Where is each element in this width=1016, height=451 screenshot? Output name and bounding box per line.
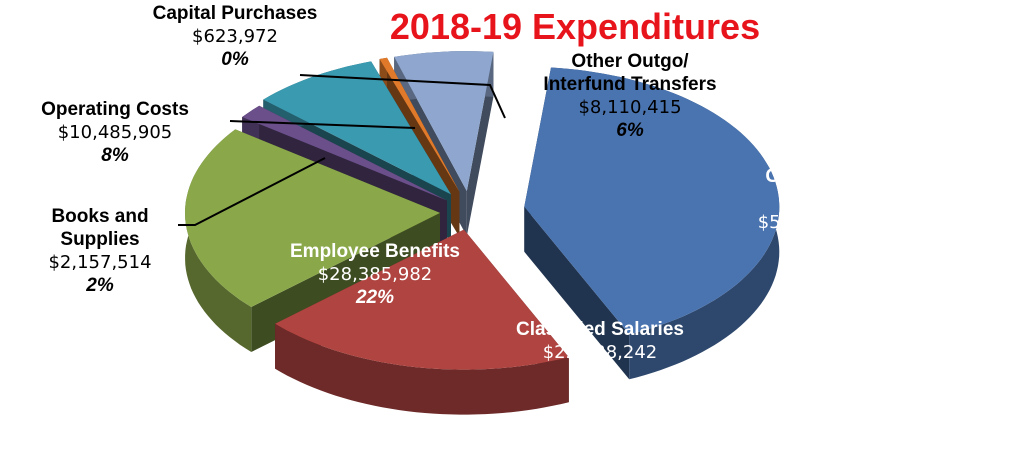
slice: [185, 129, 440, 307]
slice: [524, 67, 780, 335]
category-name: Books and Supplies: [51, 206, 149, 250]
percent-label: 22%: [355, 287, 395, 308]
slice-label: Employee Benefits $28,385,982 22%: [285, 240, 465, 309]
percent-label: 42%: [795, 235, 835, 256]
slice-label: Operating Costs $10,485,905 8%: [0, 98, 230, 167]
percent-label: 0%: [221, 49, 249, 70]
value-label: $28,385,982: [317, 264, 433, 285]
slice-side: [524, 206, 630, 380]
leader-lines: [178, 74, 506, 226]
slice-label: Classified Salaries $25,938,242 20%: [500, 318, 700, 387]
category-name: Employee Benefits: [290, 241, 460, 262]
value-label: $8,110,415: [578, 97, 682, 118]
slice: [263, 61, 451, 195]
slice-side: [466, 51, 494, 237]
leader-line: [299, 74, 506, 119]
slice: [379, 57, 460, 193]
slice-label: Other Outgo/ Interfund Transfers $8,110,4…: [540, 50, 720, 142]
value-label: $25,938,242: [542, 342, 658, 363]
category-name: Capital Purchases: [152, 3, 318, 24]
chart-title: 2018-19 Expenditures: [389, 6, 761, 47]
percent-label: 8%: [101, 145, 129, 166]
slice-label: Capital Purchases $623,972 0%: [150, 2, 320, 71]
value-label: $53,886,301: [757, 212, 873, 233]
slice-side: [275, 323, 569, 415]
category-name: Certficated Salaries: [765, 166, 865, 210]
value-label: $623,972: [192, 26, 278, 47]
value-label: $10,485,905: [57, 122, 173, 143]
value-label: $2,157,514: [48, 252, 152, 273]
slice: [242, 105, 447, 201]
category-name: Operating Costs: [41, 99, 189, 120]
category-name: Classified Salaries: [516, 319, 684, 340]
category-name: Other Outgo/ Interfund Transfers: [543, 51, 717, 95]
leader-line: [229, 120, 416, 129]
percent-label: 20%: [580, 365, 620, 386]
percent-label: 6%: [616, 120, 644, 141]
slice: [394, 51, 494, 192]
slice-label: Books and Supplies $2,157,514 2%: [20, 205, 180, 297]
slice: [275, 229, 569, 370]
slice-label: Certficated Salaries $53,886,301 42%: [735, 165, 895, 257]
slices: [185, 51, 780, 415]
leader-line: [178, 157, 326, 226]
percent-label: 2%: [86, 275, 114, 296]
